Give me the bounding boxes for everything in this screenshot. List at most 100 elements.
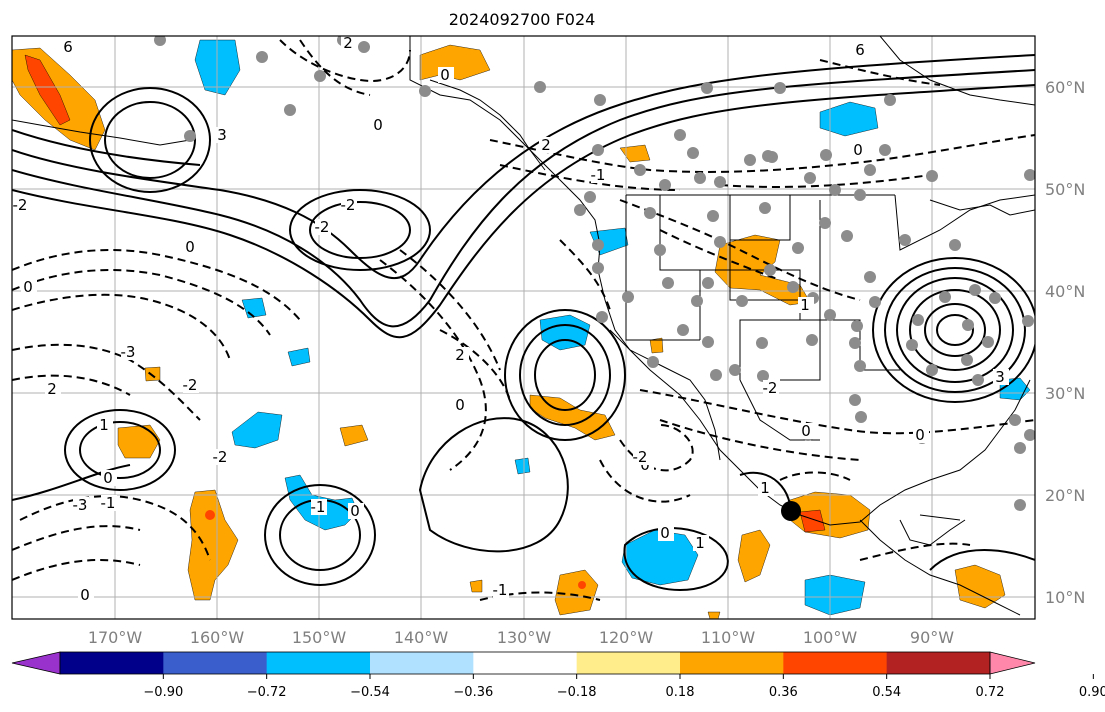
location-marker — [781, 501, 801, 521]
contour-label-bg — [341, 36, 357, 51]
contour-label: 1 — [760, 479, 770, 497]
contour-label: 0 — [440, 66, 450, 84]
contour-label-bg — [539, 137, 555, 153]
shaded-anomaly-regions — [12, 39, 1031, 619]
colorbar-tick-label: 0.36 — [769, 685, 798, 700]
contour-label: -2 — [315, 218, 330, 236]
figure-title: 2024092700 F024 — [449, 10, 596, 29]
colorbar-segment — [60, 652, 164, 674]
contour-label-bg — [453, 397, 469, 413]
lon-label: 90°W — [910, 628, 954, 647]
contour-label: 0 — [350, 502, 360, 520]
contour-label: 1 — [99, 416, 109, 434]
lon-label: 140°W — [394, 628, 449, 647]
contour-label: -2 — [763, 379, 778, 397]
colorbar-outline — [59, 651, 991, 675]
contour-label-bg — [183, 377, 199, 393]
contour-label: 0 — [103, 469, 113, 487]
contour-label-bg — [183, 239, 199, 255]
lon-label: 100°W — [803, 628, 858, 647]
contour-label-bg — [591, 167, 607, 183]
contour-label: -1 — [311, 498, 326, 516]
colorbar-tick-label: 0.54 — [872, 685, 901, 700]
contour-label-bg — [45, 381, 61, 397]
contour-label: -2 — [183, 376, 198, 394]
contour-label-bg — [101, 495, 117, 511]
contour-label-bg — [798, 297, 814, 313]
contour-label: -1 — [591, 166, 606, 184]
contour-label: 2 — [343, 34, 353, 52]
lat-label: 40°N — [1045, 282, 1085, 301]
contour-label-bg — [851, 142, 867, 158]
lon-label: 160°W — [190, 628, 245, 647]
contour-label-bg — [121, 344, 137, 360]
contour-label: -1 — [493, 581, 508, 599]
colorbar-extend-high — [989, 651, 1036, 675]
contour-label-bg — [853, 42, 869, 58]
contour-label: 0 — [373, 116, 383, 134]
contour-label: 0 — [660, 524, 670, 542]
colorbar-tick-label: −0.90 — [143, 685, 183, 700]
lat-label: 60°N — [1045, 78, 1085, 97]
contour-label: 6 — [855, 41, 865, 59]
contour-labels: 6 0 3 2 0 -3 -2 0 -1 1 0 -2 -1 0 1 -3 -2 -2 2 0 0 -2 0 -1 0 0 1 -2 0… — [13, 34, 1009, 604]
lat-label: 30°N — [1045, 384, 1085, 403]
negative-contours — [12, 39, 1035, 601]
contour-label-bg — [341, 197, 357, 213]
latitude-labels: 60°N 50°N 40°N 30°N 20°N 10°N — [1045, 78, 1085, 607]
lon-label: 150°W — [292, 628, 347, 647]
colorbar-tick-label: −0.54 — [350, 685, 390, 700]
station-markers — [154, 36, 1035, 511]
contour-label-bg — [493, 582, 509, 598]
contour-label-bg — [97, 417, 113, 433]
colorbar-segment — [576, 652, 681, 674]
contour-label-bg — [799, 423, 815, 439]
colorbar-segments — [11, 651, 1036, 675]
contour-label-bg — [348, 503, 364, 519]
colorbar-segment — [163, 652, 268, 674]
map-panel: 6 0 3 2 0 -3 -2 0 -1 1 0 -2 -1 0 1 -3 -2 -2 2 0 0 -2 0 -1 0 0 1 -2 0… — [12, 34, 1035, 619]
contour-label: -3 — [121, 343, 136, 361]
contour-label-bg — [21, 279, 37, 295]
contour-label: 0 — [801, 422, 811, 440]
contour-label: -2 — [633, 448, 648, 466]
contour-label-bg — [758, 480, 774, 496]
contour-label-bg — [371, 117, 387, 133]
contour-label-bg — [213, 449, 229, 465]
lon-label: 110°W — [701, 628, 756, 647]
colorbar-tick-label: 0.90 — [1079, 685, 1105, 700]
contour-label: -2 — [13, 196, 28, 214]
contour-label: 0 — [80, 586, 90, 604]
colorbar-tick-label: 0.18 — [666, 685, 695, 700]
colorbar-segment — [783, 652, 888, 674]
contour-label: 1 — [800, 296, 810, 314]
contour-label: 0 — [915, 426, 925, 444]
contour-label: -2 — [213, 448, 228, 466]
contour-label-bg — [633, 449, 649, 465]
contour-label-bg — [693, 535, 709, 551]
colorbar-tick-label: 0.72 — [976, 685, 1005, 700]
contour-label-bg — [763, 380, 779, 396]
contour-label: 2 — [47, 380, 57, 398]
colorbar-segment — [886, 652, 991, 674]
colorbar-extend-low — [11, 651, 61, 675]
contour-label: -3 — [73, 496, 88, 514]
contour-label: 0 — [23, 278, 33, 296]
contour-label: 3 — [995, 368, 1005, 386]
contour-label-bg — [73, 497, 89, 513]
colorbar-tick-label: −0.36 — [453, 685, 493, 700]
colorbar-segment — [370, 652, 474, 674]
contour-label-bg — [993, 369, 1009, 385]
colorbar-tick-label: −0.72 — [247, 685, 287, 700]
contour-label-bg — [658, 525, 674, 541]
colorbar-segment — [680, 652, 784, 674]
contour-label: 0 — [185, 238, 195, 256]
lon-label: 170°W — [88, 628, 143, 647]
contour-label: 0 — [853, 141, 863, 159]
lat-label: 20°N — [1045, 486, 1085, 505]
contour-label-bg — [315, 219, 331, 235]
contour-label: 3 — [217, 126, 227, 144]
longitude-labels: 170°W 160°W 150°W 140°W 130°W 120°W 110°… — [88, 628, 954, 647]
positive-contours — [12, 54, 1035, 592]
